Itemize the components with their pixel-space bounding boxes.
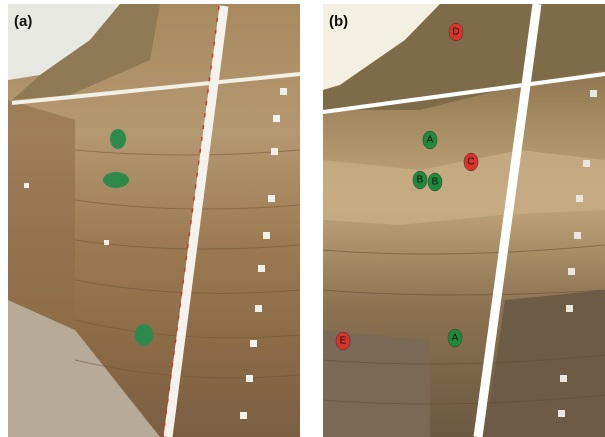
- marker-label: B: [417, 175, 424, 186]
- figure: (a) (b) D A C BB E A: [0, 0, 605, 437]
- marker-label: B: [432, 177, 439, 188]
- marker-label: C: [467, 157, 474, 168]
- panel-label: (a): [14, 13, 32, 30]
- marker-label: A: [452, 333, 459, 344]
- photo-a: (a): [8, 4, 300, 437]
- page: (a) (b) DACBBEA (() => { const data = JS…: [0, 0, 605, 437]
- marker-label: D: [452, 27, 459, 38]
- illustration-b: (b): [323, 4, 605, 437]
- marker-label: A: [427, 135, 434, 146]
- marker-label: E: [340, 336, 347, 347]
- panel-label: (b): [329, 13, 348, 30]
